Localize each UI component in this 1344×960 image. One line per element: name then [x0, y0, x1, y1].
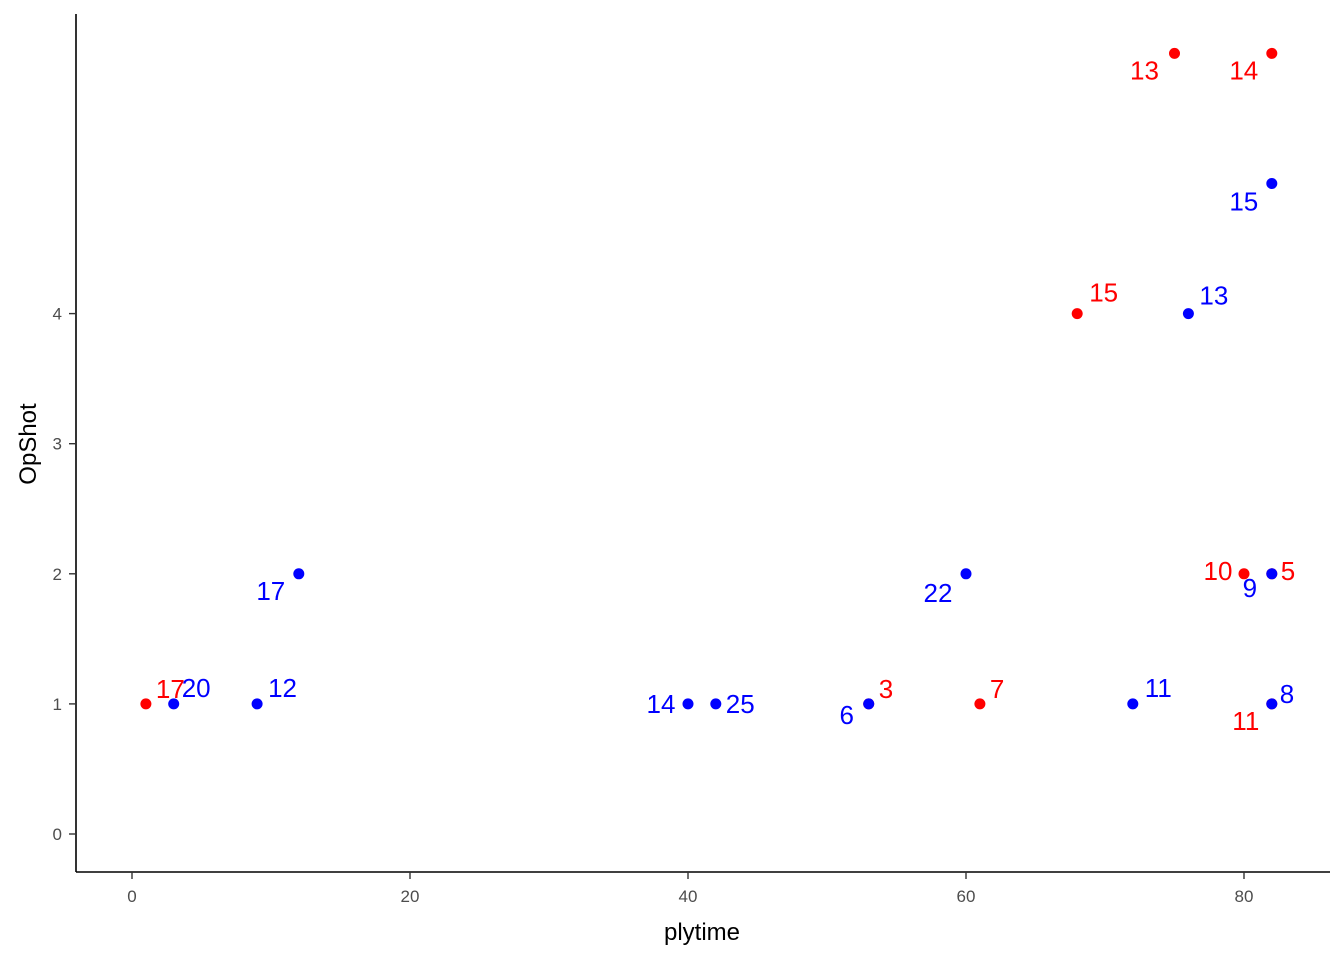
data-point: [960, 568, 972, 580]
data-label: 14: [1229, 55, 1258, 85]
data-label: 25: [726, 689, 755, 719]
data-points: [140, 47, 1278, 710]
y-tick-label: 3: [53, 435, 62, 454]
data-point: [293, 568, 305, 580]
data-point: [1266, 568, 1278, 580]
data-label: 8: [1280, 679, 1294, 709]
data-point: [251, 698, 263, 710]
data-point: [1238, 568, 1250, 580]
data-point: [1071, 308, 1083, 320]
data-point: [168, 698, 180, 710]
data-label: 6: [839, 700, 853, 730]
data-point: [1182, 308, 1194, 320]
data-point: [1266, 178, 1278, 189]
data-label: 22: [924, 578, 953, 608]
data-label: 5: [1281, 556, 1295, 586]
x-tick-label: 60: [957, 887, 976, 906]
data-point: [974, 698, 986, 710]
data-label: 7: [990, 674, 1004, 704]
data-label: 15: [1229, 187, 1258, 217]
data-point: [1127, 698, 1139, 710]
data-label: 14: [647, 689, 676, 719]
x-tick-label: 40: [679, 887, 698, 906]
data-point: [1266, 47, 1278, 59]
data-point: [682, 698, 694, 710]
data-label: 13: [1199, 281, 1228, 311]
y-tick-label: 1: [53, 695, 62, 714]
x-tick-label: 20: [401, 887, 420, 906]
x-axis-title: plytime: [664, 919, 740, 946]
y-ticks: 0 1 2 3 4: [53, 305, 76, 844]
data-point: [140, 698, 152, 710]
data-label: 12: [268, 673, 297, 703]
data-label: 10: [1204, 556, 1233, 586]
data-label: 20: [182, 673, 211, 703]
data-label: 11: [1145, 673, 1172, 703]
data-point: [710, 698, 722, 710]
y-tick-label: 2: [53, 565, 62, 584]
data-label: 13: [1130, 55, 1159, 85]
data-label: 11: [1232, 706, 1259, 736]
y-tick-label: 0: [53, 825, 62, 844]
data-label: 9: [1243, 573, 1257, 603]
y-tick-label: 4: [53, 305, 62, 324]
data-label: 17: [256, 576, 285, 606]
data-label: 17: [156, 674, 185, 704]
data-point: [1169, 47, 1180, 59]
data-label: 15: [1089, 278, 1118, 308]
x-tick-label: 0: [127, 887, 136, 906]
data-point: [863, 698, 875, 710]
data-labels: 17 3 7 11 10 5 15 13 14 20 12 17 14 25 6 22 11 13 15 9 8: [156, 55, 1295, 736]
data-label: 3: [879, 674, 893, 704]
x-tick-label: 80: [1235, 887, 1254, 906]
x-ticks: 0 20 40 60 80: [127, 872, 1253, 906]
y-axis-title: OpShot: [15, 403, 42, 485]
data-point: [1266, 698, 1278, 710]
